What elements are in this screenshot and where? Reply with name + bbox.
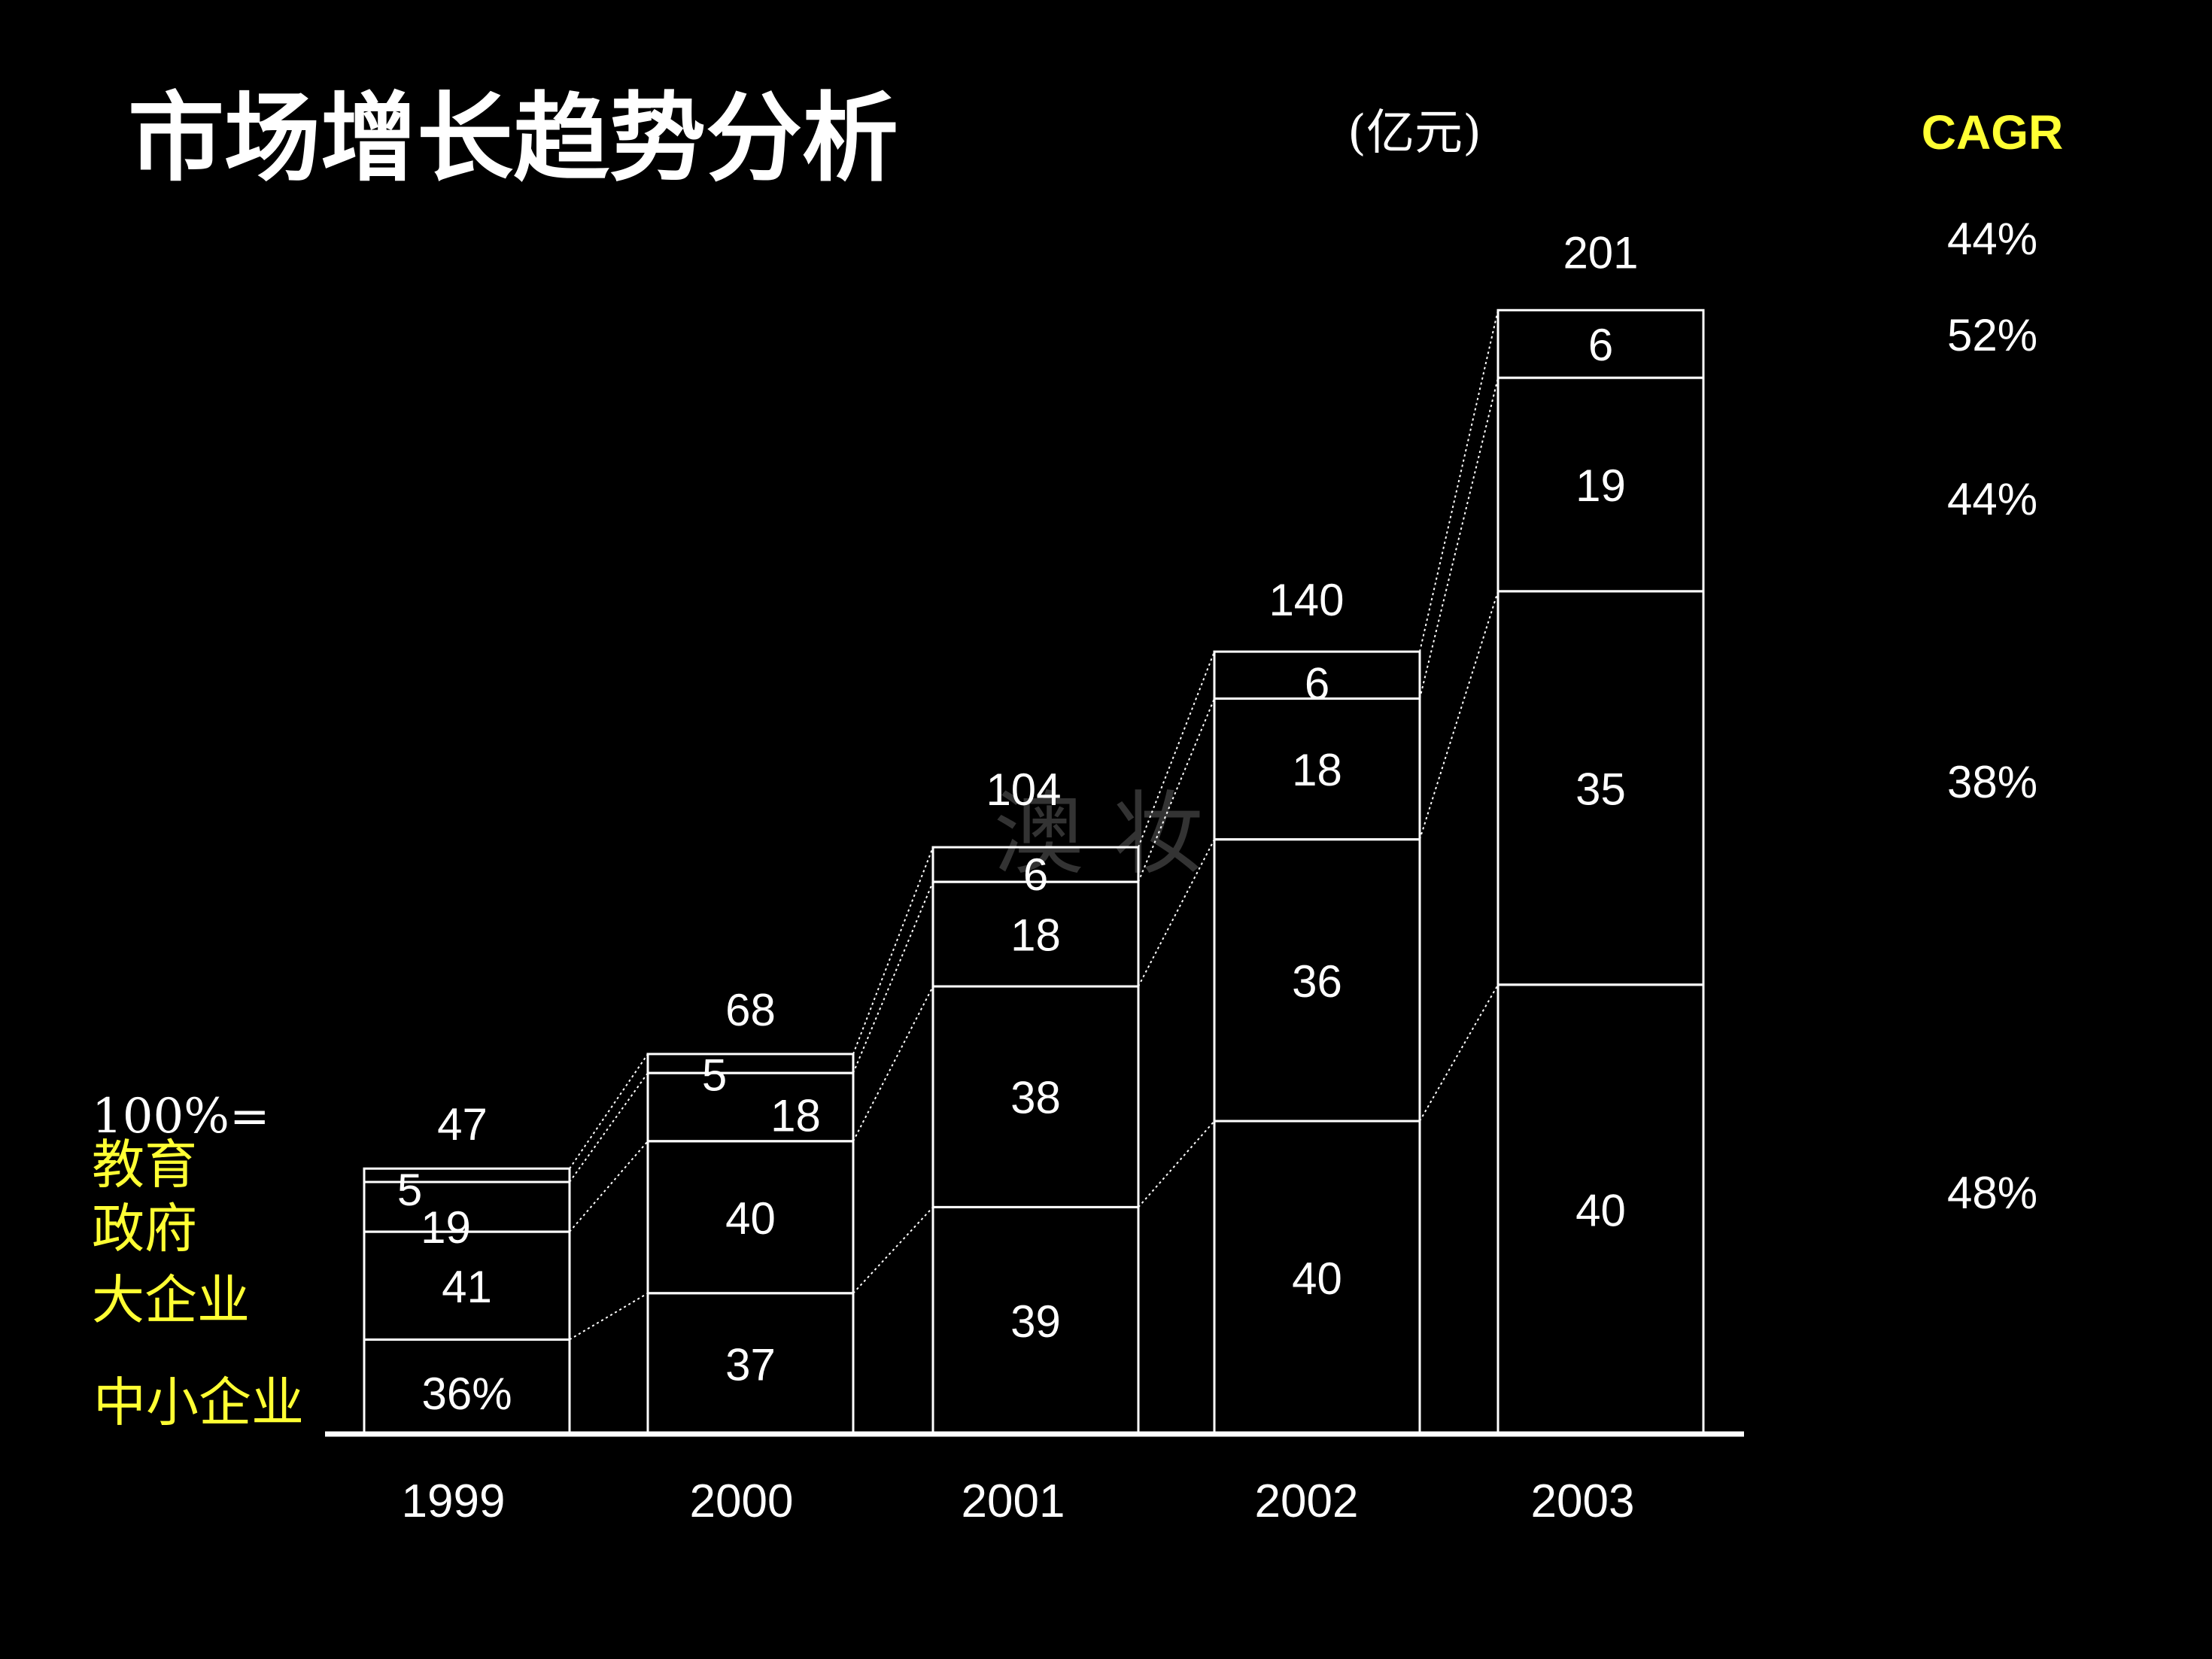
total-label-2000: 68 — [725, 985, 776, 1035]
segment-label-2003-large-enterprise: 35 — [1575, 764, 1626, 814]
x-tick-label-2003: 2003 — [1531, 1475, 1635, 1527]
segment-label-1999-sme: 36% — [421, 1369, 512, 1419]
connector-2001-2002-3 — [1138, 698, 1215, 883]
segment-label-2000-large-enterprise: 40 — [725, 1193, 776, 1244]
total-labels: 47 68 104 140 201 — [437, 227, 1638, 1150]
segment-label-1999-government: 19 — [421, 1202, 471, 1253]
total-label-2001: 104 — [986, 764, 1061, 815]
connector-2002-2003-4 — [1419, 310, 1499, 652]
segment-label-2002-sme: 40 — [1292, 1253, 1342, 1304]
segment-label-2000-sme: 37 — [725, 1339, 776, 1390]
connector-1999-2000-4 — [569, 1053, 649, 1169]
x-tick-label-1999: 1999 — [402, 1475, 506, 1527]
connector-2001-2002-1 — [1138, 1120, 1215, 1208]
bar-segment-2001-education — [931, 846, 1140, 883]
total-label-2002: 140 — [1269, 575, 1344, 625]
cagr-header: CAGR — [1922, 105, 2063, 160]
segment-label-2001-large-enterprise: 38 — [1010, 1073, 1061, 1123]
bar-segment-2003-education — [1496, 308, 1705, 379]
segment-label-2002-large-enterprise: 36 — [1292, 956, 1342, 1007]
bar-segment-2002-education — [1213, 650, 1421, 700]
segment-label-2003-government: 19 — [1575, 460, 1626, 511]
x-tick-label-2002: 2002 — [1255, 1475, 1359, 1527]
connector-2000-2001-4 — [852, 846, 934, 1055]
cagr-sme: 48% — [1947, 1168, 2037, 1218]
segment-label-2002-government: 18 — [1292, 745, 1342, 795]
segment-label-2001-government: 18 — [1010, 910, 1061, 961]
bar-segment-2000-education — [646, 1053, 855, 1074]
cagr-education: 52% — [1947, 310, 2037, 360]
bar-segment-1999-education — [363, 1167, 571, 1183]
watermark: 澳 妆 — [994, 782, 1203, 887]
legend-item-large-enterprise: 大企业 — [92, 1269, 250, 1331]
legend-item-education: 教育 — [92, 1134, 197, 1196]
legend-item-sme: 中小企业 — [93, 1372, 304, 1433]
segment-label-2001-education: 6 — [1023, 849, 1048, 900]
connector-1999-2000-3 — [569, 1072, 649, 1183]
segment-label-2002-education: 6 — [1305, 658, 1329, 709]
segment-label-1999-large-enterprise: 41 — [442, 1262, 492, 1312]
connector-2002-2003-2 — [1419, 591, 1499, 840]
connector-2001-2002-4 — [1138, 651, 1215, 848]
total-label-1999: 47 — [437, 1099, 488, 1150]
segment-label-2000-government: 18 — [770, 1090, 821, 1141]
legend-item-government: 政府 — [92, 1198, 197, 1259]
connector-2002-2003-3 — [1419, 377, 1499, 699]
x-tick-label-2001: 2001 — [962, 1475, 1065, 1527]
segment-label-2000-education: 5 — [702, 1050, 727, 1101]
segment-label-2001-sme: 39 — [1010, 1296, 1061, 1347]
connector-2001-2002-2 — [1138, 839, 1215, 987]
segment-label-2003-education: 6 — [1588, 320, 1613, 370]
total-label-2003: 201 — [1563, 227, 1638, 278]
x-axis-labels: 1999 2000 2001 2002 2003 — [402, 1475, 1635, 1527]
segment-label-1999-education: 5 — [397, 1165, 422, 1215]
x-tick-label-2000: 2000 — [690, 1475, 794, 1527]
connector-1999-2000-1 — [569, 1292, 649, 1341]
chart-title: 市场增长趋势分析 — [128, 83, 898, 195]
cagr-government: 44% — [1947, 474, 2037, 524]
connector-lines — [569, 310, 1499, 1341]
connector-1999-2000-2 — [569, 1141, 649, 1232]
unit-label: (亿元) — [1348, 105, 1481, 161]
cagr-total: 44% — [1947, 214, 2037, 264]
legend-total-label: 100%= — [92, 1089, 270, 1144]
cagr-large-enterprise: 38% — [1947, 757, 2037, 807]
connector-2000-2001-1 — [852, 1206, 934, 1294]
segment-label-2003-sme: 40 — [1575, 1185, 1626, 1235]
